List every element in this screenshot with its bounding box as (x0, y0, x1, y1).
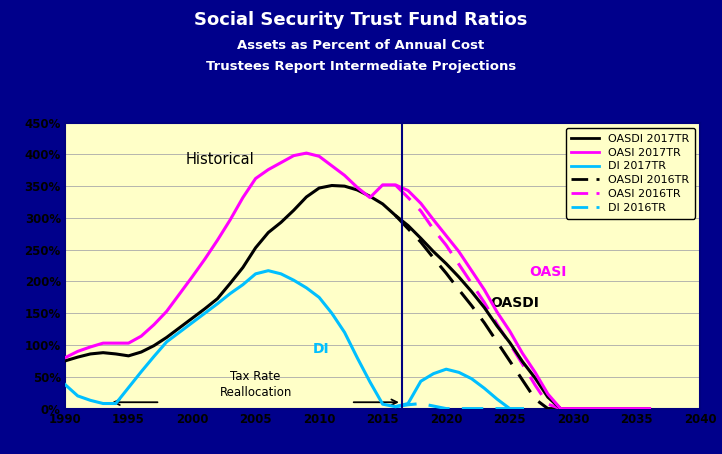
Text: OASI: OASI (529, 266, 566, 279)
Text: Social Security Trust Fund Ratios: Social Security Trust Fund Ratios (194, 11, 528, 30)
Text: Historical: Historical (186, 152, 254, 167)
Text: OASDI: OASDI (491, 296, 539, 310)
Text: Tax Rate
Reallocation: Tax Rate Reallocation (219, 370, 292, 399)
Text: DI: DI (313, 342, 329, 355)
Text: Trustees Report Intermediate Projections: Trustees Report Intermediate Projections (206, 60, 516, 73)
Text: Assets as Percent of Annual Cost: Assets as Percent of Annual Cost (238, 39, 484, 52)
Legend: OASDI 2017TR, OASI 2017TR, DI 2017TR, OASDI 2016TR, OASI 2016TR, DI 2016TR: OASDI 2017TR, OASI 2017TR, DI 2017TR, OA… (566, 128, 695, 219)
